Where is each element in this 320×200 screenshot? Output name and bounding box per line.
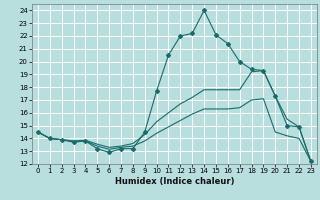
X-axis label: Humidex (Indice chaleur): Humidex (Indice chaleur) (115, 177, 234, 186)
